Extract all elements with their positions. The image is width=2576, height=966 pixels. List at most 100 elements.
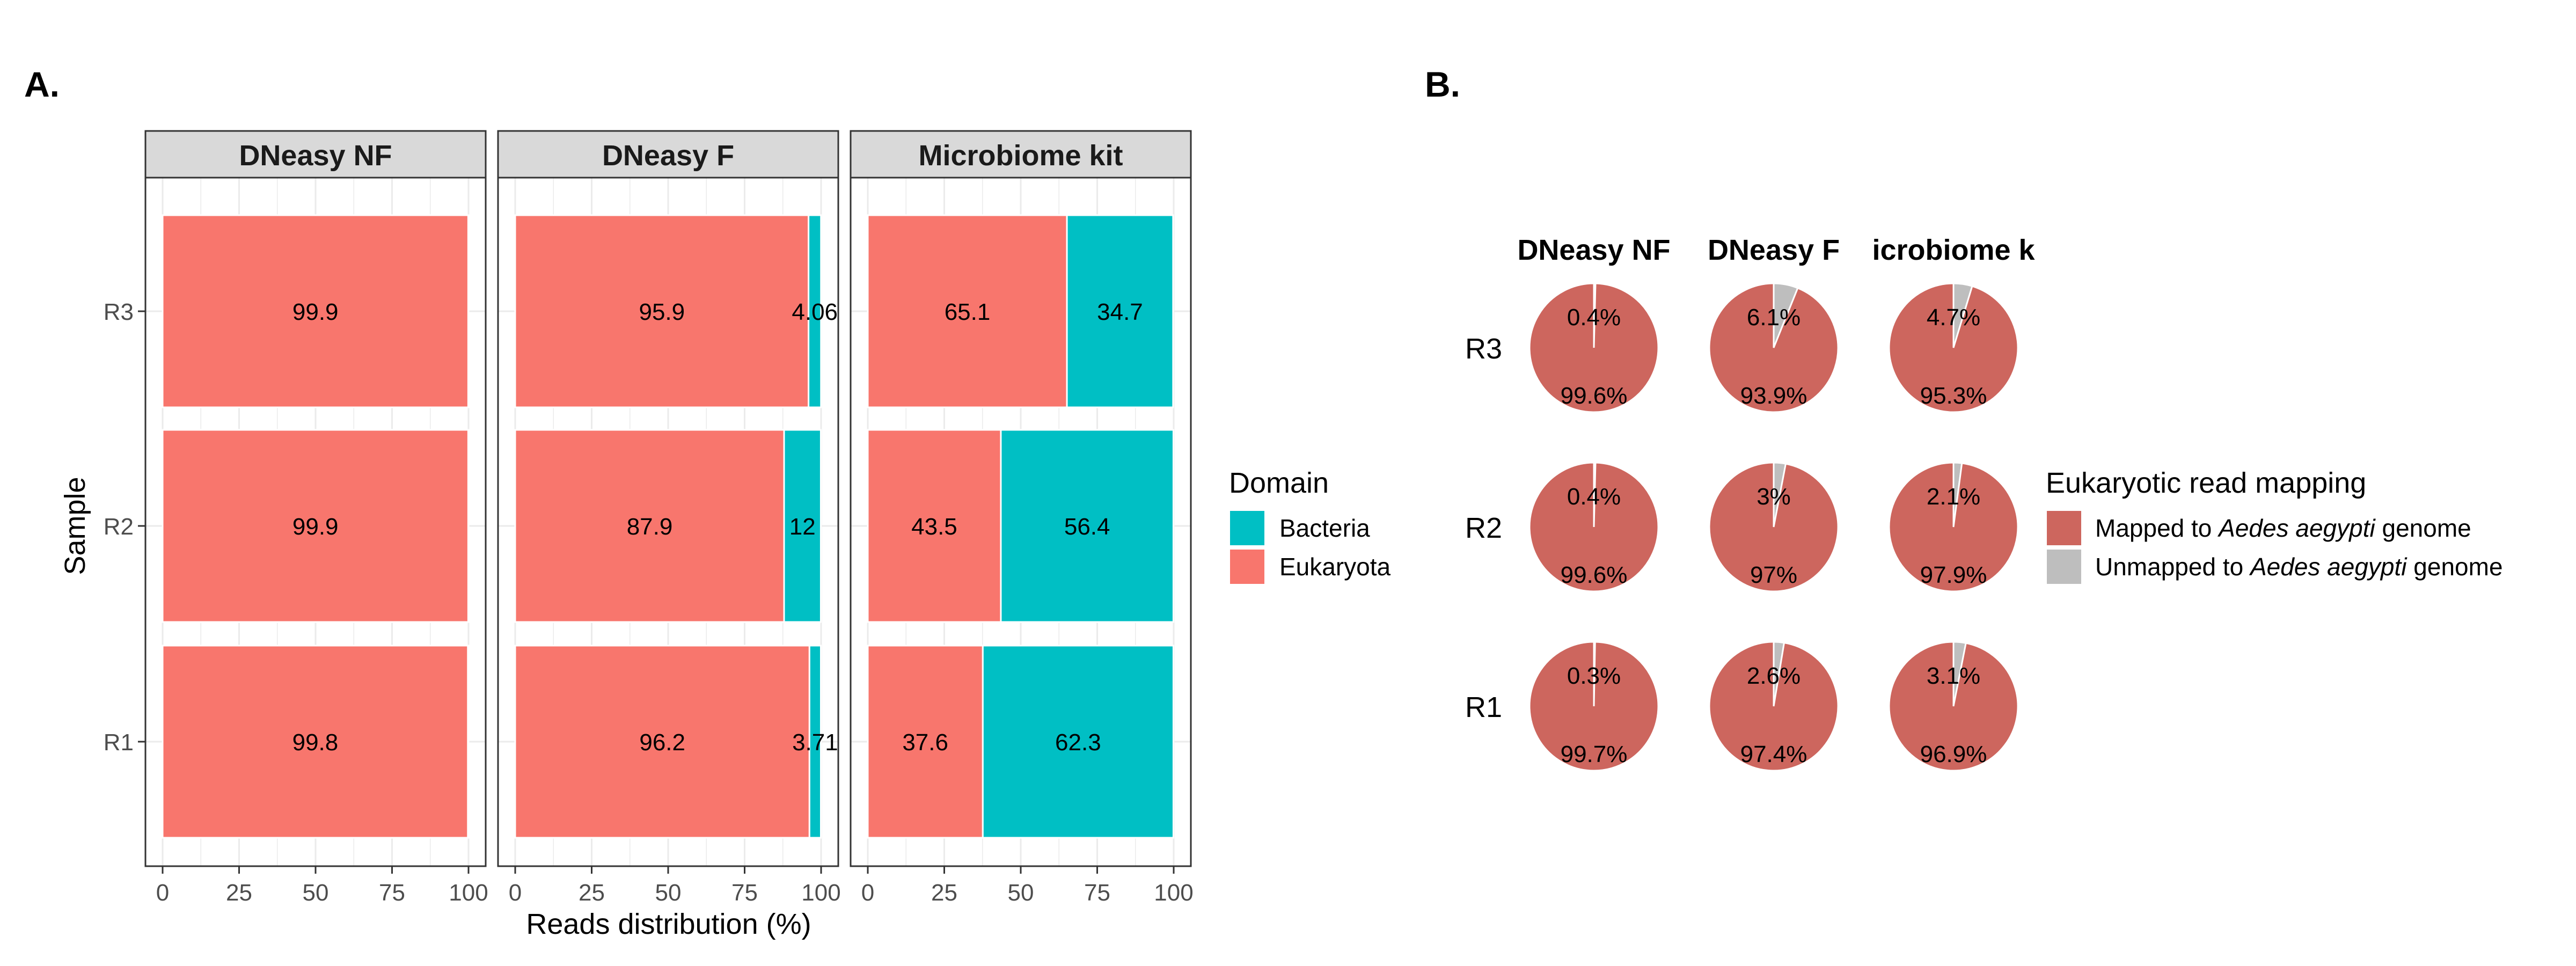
pie-facet-title: icrobiome k — [1872, 234, 2035, 266]
pie-label-unmapped: 0.3% — [1567, 663, 1621, 689]
bar-bacteria — [982, 645, 1174, 839]
x-tick-label: 50 — [655, 880, 682, 906]
x-tick-label: 50 — [1008, 880, 1034, 906]
pie-label-unmapped: 4.7% — [1927, 304, 1980, 331]
bar-value-label: 99.9 — [292, 299, 339, 325]
pie-label-unmapped: 6.1% — [1747, 304, 1801, 331]
facet-title: Microbiome kit — [918, 140, 1123, 172]
pie-slice-mapped — [1528, 282, 1659, 413]
pie-row-label: R3 — [1465, 333, 1502, 365]
pie-slice-mapped — [1888, 282, 2019, 413]
y-axis-title: Sample — [59, 477, 91, 575]
facet-strip — [497, 130, 839, 179]
bar-value-label: 99.8 — [292, 729, 339, 756]
pie-facet-title: DNeasy NF — [1517, 234, 1670, 266]
facet-title: DNeasy NF — [239, 140, 392, 172]
bar-bacteria — [1000, 429, 1174, 623]
bar-value-label: 3.71 — [792, 729, 838, 756]
x-tick-label: 50 — [303, 880, 329, 906]
y-tick-label: R1 — [104, 729, 134, 756]
bar-bacteria — [1066, 214, 1174, 408]
pie-label-mapped: 96.9% — [1920, 741, 1987, 767]
x-tick-label: 75 — [379, 880, 405, 906]
x-tick-label: 25 — [579, 880, 605, 906]
pie: 3.1% 96.9% — [1888, 641, 2019, 772]
bar-value-label: 12 — [789, 514, 816, 540]
bar-bacteria — [467, 429, 470, 623]
pie-label-unmapped: 3% — [1757, 484, 1791, 510]
x-tick-label: 25 — [931, 880, 957, 906]
pie-label-mapped: 97% — [1750, 562, 1797, 588]
pie: 6.1% 93.9% — [1708, 282, 1839, 413]
pie-label-unmapped: 3.1% — [1927, 663, 1980, 689]
facet-title: DNeasy F — [602, 140, 734, 172]
facet-panel: DNeasy F 96.2 3.71 87.9 12 95.9 4.06 0 25 50 75 100 — [497, 130, 841, 906]
pie: 0.3% 99.7% — [1528, 641, 1659, 772]
bar-eukaryota — [867, 214, 1068, 408]
pie-legend-swatch — [2047, 550, 2081, 584]
pie-legend-title: Eukaryotic read mapping — [2046, 467, 2366, 499]
pie-slice-mapped — [1708, 641, 1839, 772]
x-tick-label: 0 — [861, 880, 874, 906]
facet-strip — [144, 130, 487, 179]
bar-value-label: 62.3 — [1055, 729, 1101, 756]
legend-label: Eukaryota — [1279, 553, 1391, 581]
x-tick-label: 25 — [226, 880, 252, 906]
pie: 2.6% 97.4% — [1708, 641, 1839, 772]
pie-slice-mapped — [1528, 641, 1659, 772]
bar-value-label: 99.9 — [292, 514, 339, 540]
x-tick-label: 75 — [731, 880, 758, 906]
legend-swatch-bacteria — [1230, 511, 1264, 545]
pie-slice-mapped — [1528, 462, 1659, 592]
panel-b-pie-chart: B. DNeasy NF DNeasy F icrobiome k R3 R2 R1 0.4%… — [1425, 64, 2503, 772]
pie-legend-label: Unmapped to Aedes aegypti genome — [2095, 553, 2503, 581]
pie-label-unmapped: 2.1% — [1927, 484, 1980, 510]
bar-value-label: 4.06 — [792, 299, 838, 325]
pie-slice-mapped — [1888, 641, 2019, 772]
pie-label-unmapped: 0.4% — [1567, 484, 1621, 510]
pie-facet-title: DNeasy F — [1708, 234, 1840, 266]
pie-label-mapped: 93.9% — [1740, 383, 1807, 409]
legend-swatch-eukaryota — [1230, 550, 1264, 584]
pie-label-mapped: 99.6% — [1561, 383, 1628, 409]
pie-label-mapped: 95.3% — [1920, 383, 1987, 409]
x-tick-label: 100 — [449, 880, 488, 906]
pie-row-label: R2 — [1465, 512, 1502, 544]
pie-legend-label: Mapped to Aedes aegypti genome — [2095, 514, 2471, 542]
bar-eukaryota — [162, 429, 469, 623]
panel-b-label: B. — [1425, 64, 1460, 104]
legend-label: Bacteria — [1279, 514, 1370, 542]
bar-value-label: 56.4 — [1064, 514, 1110, 540]
bar-value-label: 65.1 — [945, 299, 991, 325]
pie-label-mapped: 97.4% — [1740, 741, 1807, 767]
x-tick-label: 0 — [156, 880, 169, 906]
bar-bacteria — [808, 214, 822, 408]
bar-bacteria — [467, 214, 470, 408]
bar-eukaryota — [867, 645, 984, 839]
facet-panel: Microbiome kit 37.6 62.3 43.5 56.4 65.1 34.7 0 2… — [850, 130, 1194, 906]
bar-value-label: 96.2 — [639, 729, 685, 756]
x-tick-label: 100 — [801, 880, 840, 906]
bar-value-label: 43.5 — [911, 514, 957, 540]
y-tick-label: R3 — [104, 299, 134, 325]
panel-a-label: A. — [24, 64, 60, 104]
pie-legend-swatch — [2047, 511, 2081, 545]
x-tick-label: 0 — [509, 880, 522, 906]
bar-eukaryota — [162, 214, 469, 408]
pie-slice-mapped — [1888, 462, 2019, 592]
pie: 3% 97% — [1708, 462, 1839, 592]
bar-value-label: 87.9 — [627, 514, 673, 540]
pie-label-mapped: 99.6% — [1561, 562, 1628, 588]
pie-label-mapped: 99.7% — [1561, 741, 1628, 767]
pie-label-unmapped: 2.6% — [1747, 663, 1801, 689]
legend-title: Domain — [1229, 467, 1329, 499]
pie: 0.4% 99.6% — [1528, 282, 1659, 413]
pie-label-unmapped: 0.4% — [1567, 304, 1621, 331]
pie: 4.7% 95.3% — [1888, 282, 2019, 413]
bar-value-label: 95.9 — [639, 299, 685, 325]
pie-slice-mapped — [1708, 462, 1839, 592]
x-axis-title: Reads distribution (%) — [526, 908, 811, 940]
bar-bacteria — [783, 429, 822, 623]
